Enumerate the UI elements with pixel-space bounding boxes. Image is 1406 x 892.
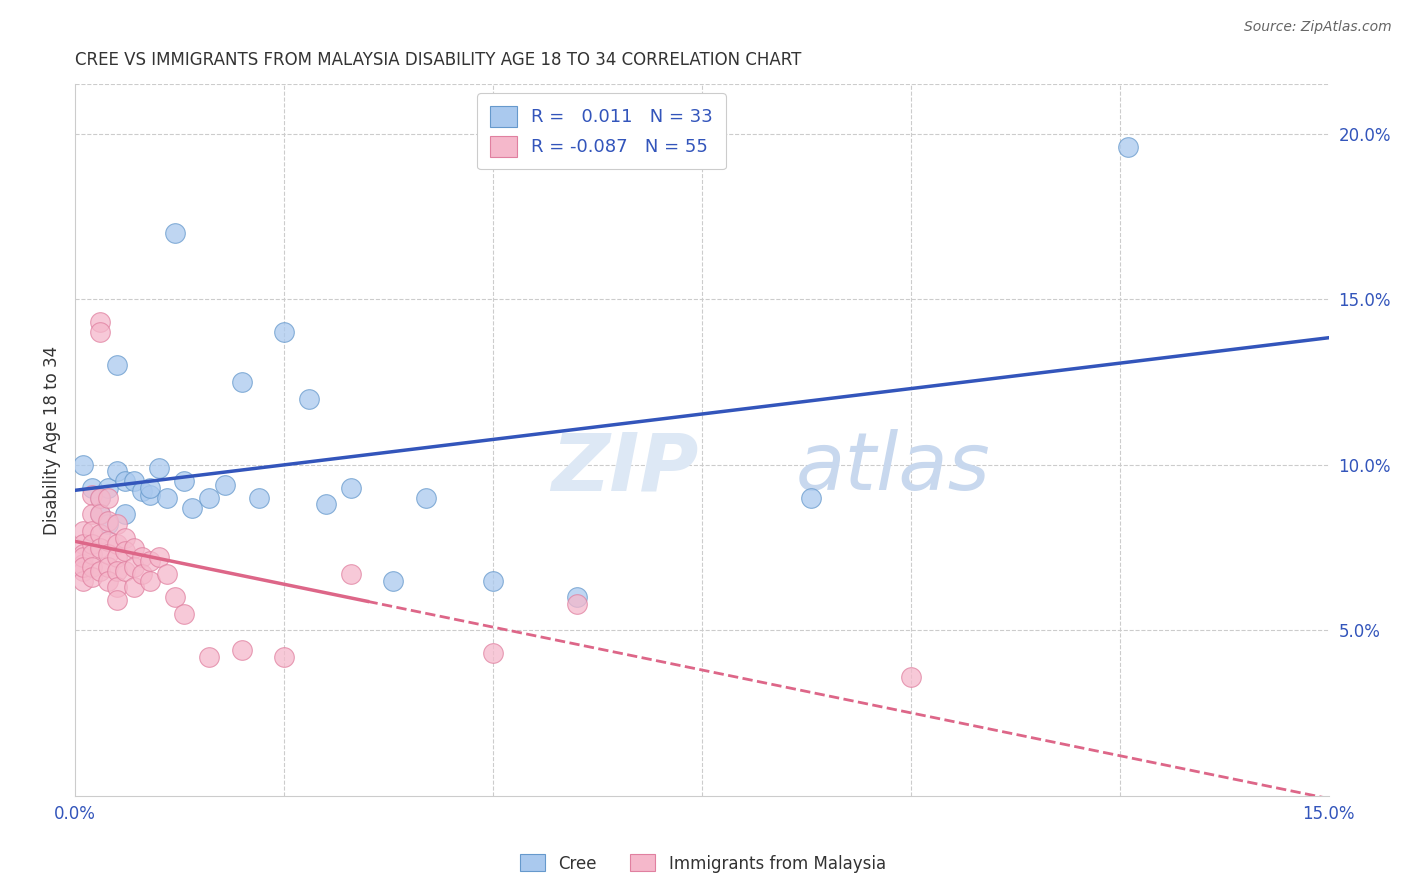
Point [97, 517, 120, 532]
Point [97, 533, 120, 548]
Point [105, 537, 128, 551]
Point [80, 508, 103, 522]
Point [97, 514, 120, 528]
Point [97, 491, 120, 505]
Point [97, 574, 120, 588]
Point [114, 475, 136, 489]
Point [173, 475, 195, 489]
Point [156, 491, 179, 505]
Point [165, 226, 187, 240]
Point [173, 607, 195, 621]
Point [72, 574, 94, 588]
Point [72, 524, 94, 538]
Point [89, 508, 111, 522]
Point [89, 491, 111, 505]
Point [131, 566, 153, 581]
Point [89, 326, 111, 340]
Point [148, 550, 170, 565]
Point [181, 500, 204, 515]
Legend: Cree, Immigrants from Malaysia: Cree, Immigrants from Malaysia [513, 847, 893, 880]
Point [89, 491, 111, 505]
Point [97, 481, 120, 495]
Point [105, 580, 128, 594]
Point [139, 481, 162, 495]
Point [565, 597, 588, 611]
Point [105, 550, 128, 565]
Point [139, 574, 162, 588]
Text: Source: ZipAtlas.com: Source: ZipAtlas.com [1244, 20, 1392, 34]
Point [122, 560, 145, 574]
Point [72, 537, 94, 551]
Point [80, 547, 103, 561]
Point [97, 547, 120, 561]
Point [565, 590, 588, 604]
Point [80, 537, 103, 551]
Point [340, 566, 363, 581]
Point [340, 481, 363, 495]
Point [298, 392, 321, 406]
Point [131, 484, 153, 499]
Point [105, 564, 128, 578]
Point [197, 491, 219, 505]
Point [247, 491, 270, 505]
Point [122, 541, 145, 555]
Point [105, 359, 128, 373]
Point [900, 670, 922, 684]
Point [799, 491, 821, 505]
Point [80, 481, 103, 495]
Point [114, 564, 136, 578]
Text: ZIP: ZIP [551, 429, 699, 508]
Point [80, 487, 103, 501]
Point [165, 590, 187, 604]
Point [72, 560, 94, 574]
Point [80, 570, 103, 584]
Point [148, 461, 170, 475]
Point [273, 326, 295, 340]
Text: CREE VS IMMIGRANTS FROM MALAYSIA DISABILITY AGE 18 TO 34 CORRELATION CHART: CREE VS IMMIGRANTS FROM MALAYSIA DISABIL… [75, 51, 801, 69]
Point [231, 643, 253, 657]
Point [231, 375, 253, 389]
Point [105, 517, 128, 532]
Point [415, 491, 437, 505]
Point [156, 566, 179, 581]
Point [105, 464, 128, 478]
Point [139, 554, 162, 568]
Point [197, 649, 219, 664]
Point [80, 560, 103, 574]
Point [315, 498, 337, 512]
Point [72, 564, 94, 578]
Point [139, 487, 162, 501]
Point [1116, 140, 1139, 154]
Point [72, 458, 94, 472]
Point [214, 477, 236, 491]
Point [105, 593, 128, 607]
Point [72, 550, 94, 565]
Y-axis label: Disability Age 18 to 34: Disability Age 18 to 34 [44, 345, 60, 534]
Point [482, 647, 505, 661]
Point [114, 531, 136, 545]
Point [89, 527, 111, 541]
Point [89, 508, 111, 522]
Text: atlas: atlas [796, 429, 991, 508]
Point [482, 574, 505, 588]
Legend: R =   0.011   N = 33, R = -0.087   N = 55: R = 0.011 N = 33, R = -0.087 N = 55 [477, 93, 725, 169]
Point [97, 560, 120, 574]
Point [381, 574, 404, 588]
Point [72, 557, 94, 571]
Point [131, 550, 153, 565]
Point [72, 547, 94, 561]
Point [122, 475, 145, 489]
Point [80, 524, 103, 538]
Point [273, 649, 295, 664]
Point [89, 564, 111, 578]
Point [114, 544, 136, 558]
Point [114, 508, 136, 522]
Point [89, 315, 111, 329]
Point [89, 541, 111, 555]
Point [122, 580, 145, 594]
